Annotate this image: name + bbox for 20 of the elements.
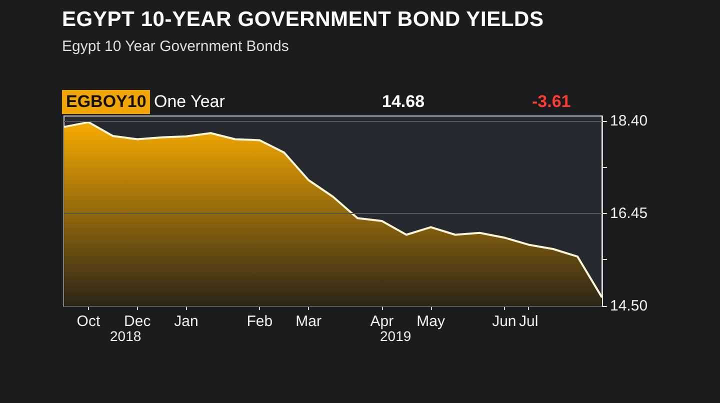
y-tick-label: 14.50: [610, 298, 648, 314]
x-tick-label: Jan: [174, 313, 198, 330]
text: -3.61: [532, 91, 571, 113]
y-tick-label: 18.40: [610, 112, 648, 130]
x-tick-label: May: [416, 313, 446, 330]
x-tick-label: Mar: [296, 313, 322, 330]
x-tick-label: Feb: [246, 313, 273, 330]
x-tick-label: Jun: [492, 313, 516, 330]
text: 2018: [110, 328, 142, 344]
text: 14.68: [382, 91, 425, 113]
text: EGBOY10: [62, 90, 150, 114]
chart-subtitle: Egypt 10 Year Government Bonds: [62, 38, 289, 55]
chart-title: EGYPT 10-YEAR GOVERNMENT BOND YIELDS: [62, 8, 544, 32]
text: 2019: [380, 328, 412, 344]
x-tick-label: Jul: [519, 313, 538, 330]
y-tick-label: 16.45: [610, 204, 648, 222]
x-tick-label: Oct: [76, 313, 101, 330]
x-tick-label: Dec: [124, 313, 152, 330]
x-tick-label: Apr: [370, 313, 394, 330]
text: One Year: [154, 91, 225, 113]
